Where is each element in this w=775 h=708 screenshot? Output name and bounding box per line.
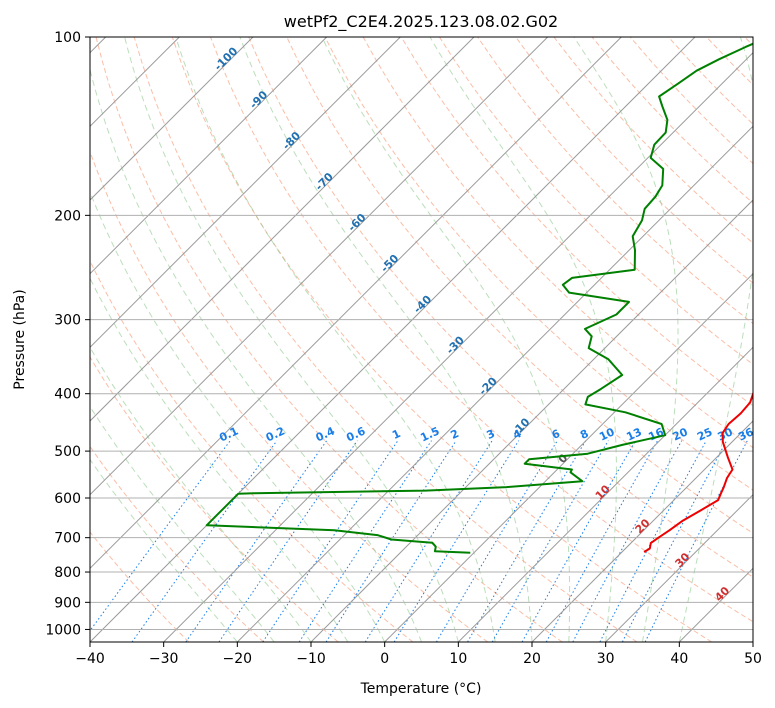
mixing-ratio-label: 36 — [736, 425, 756, 443]
mixing-ratio-line — [491, 440, 609, 642]
y-tick-label: 600 — [54, 491, 81, 507]
mixing-ratio-label: 13 — [624, 425, 643, 443]
moist-adiabat-line — [90, 67, 422, 642]
moist-adiabat-line — [239, 37, 533, 642]
mixing-ratio-line — [521, 440, 637, 642]
mixing-ratio-line — [325, 440, 457, 642]
isotherm-line — [163, 51, 753, 642]
isotherm-line — [90, 37, 622, 570]
x-axis-title: Temperature (°C) — [360, 681, 482, 697]
moist-adiabat-line — [429, 37, 617, 642]
isotherm-line — [90, 37, 328, 275]
moist-adiabat-line — [90, 190, 386, 642]
mixing-ratio-line — [90, 440, 231, 632]
mixing-ratio-line — [545, 440, 659, 642]
y-tick-label: 900 — [54, 595, 81, 611]
x-tick-label: −40 — [75, 651, 105, 667]
isotherm-line — [531, 420, 753, 642]
isotherm-line — [236, 125, 753, 642]
y-tick-label: 800 — [54, 565, 81, 581]
moist-adiabat-line — [90, 405, 275, 642]
y-tick-label: 1000 — [45, 622, 81, 638]
y-tick-label: 400 — [54, 387, 81, 403]
x-tick-label: 50 — [744, 651, 762, 667]
dry-adiabat-line — [133, 37, 638, 642]
mixing-ratio-line — [131, 440, 278, 642]
moist-adiabat-line — [90, 458, 238, 642]
isotherm-line — [605, 493, 753, 642]
moist-adiabat-line — [321, 37, 571, 642]
dry-adiabat-line — [438, 37, 753, 366]
y-axis-title: Pressure (hPa) — [12, 289, 28, 389]
x-tick-label: 0 — [380, 651, 389, 667]
mixing-ratio-line — [364, 440, 493, 642]
x-tick-label: −20 — [223, 651, 253, 667]
dry-adiabat-line — [210, 37, 753, 623]
isotherm-line — [90, 37, 549, 496]
dry-adiabat-line — [90, 445, 264, 642]
x-axis: −40 −30 −20 −10 0 10 20 30 40 50 — [75, 642, 762, 667]
dewpoint-line — [205, 42, 753, 554]
dry-adiabat-line — [324, 37, 753, 491]
mixing-ratio-line — [262, 440, 399, 642]
dry-adiabat-line — [90, 150, 488, 642]
mixing-ratio-label: 10 — [597, 425, 617, 443]
isotherm-line — [90, 37, 696, 642]
x-tick-label: −30 — [149, 651, 179, 667]
mixing-ratio-line — [298, 440, 432, 642]
mixing-ratio-lines — [90, 440, 748, 642]
isotherm-line — [90, 37, 475, 422]
chart-title: wetPf2_C2E4.2025.123.08.02.G02 — [284, 12, 558, 32]
dry-adiabat-line — [400, 37, 753, 407]
isotherm-line — [90, 37, 254, 201]
mixing-ratio-line — [435, 440, 558, 642]
y-tick-label: 300 — [54, 313, 81, 329]
moist-adiabat-line — [573, 37, 679, 642]
x-tick-label: 40 — [670, 651, 688, 667]
moist-adiabat-line — [678, 37, 753, 642]
isotherm-line — [384, 272, 753, 642]
dry-adiabat-line — [90, 531, 190, 642]
dry-adiabat-line — [515, 37, 753, 284]
plot-frame — [89, 36, 754, 643]
x-tick-label: −10 — [296, 651, 326, 667]
mixing-ratio-line — [185, 440, 328, 642]
moist-adiabat-line — [90, 277, 349, 642]
y-tick-label: 200 — [54, 208, 81, 224]
profile-series — [205, 42, 753, 554]
y-tick-label: 100 — [54, 30, 81, 46]
x-tick-label: 10 — [449, 651, 467, 667]
mixing-ratio-label: 20 — [671, 425, 691, 443]
y-tick-label: 500 — [54, 444, 81, 460]
x-tick-label: 20 — [523, 651, 541, 667]
mixing-ratio-line — [467, 440, 587, 642]
moist-adiabat-line — [175, 37, 496, 642]
isotherm-line — [457, 346, 753, 642]
dry-adiabat-line — [248, 37, 753, 578]
dry-adiabat-line — [90, 356, 339, 642]
y-axis: 100 200 300 400 500 600 700 800 900 1000 — [45, 30, 90, 638]
mixing-ratio-label: 25 — [695, 425, 714, 443]
moist-adiabat-line — [124, 37, 459, 642]
x-tick-label: 30 — [597, 651, 615, 667]
dry-adiabat-line — [95, 37, 563, 642]
mixing-ratio-line — [572, 440, 683, 642]
mixing-ratio-label: 30 — [716, 425, 736, 443]
y-tick-label: 700 — [54, 531, 81, 547]
temperature-line — [643, 390, 753, 553]
isotherm-line — [90, 37, 401, 349]
